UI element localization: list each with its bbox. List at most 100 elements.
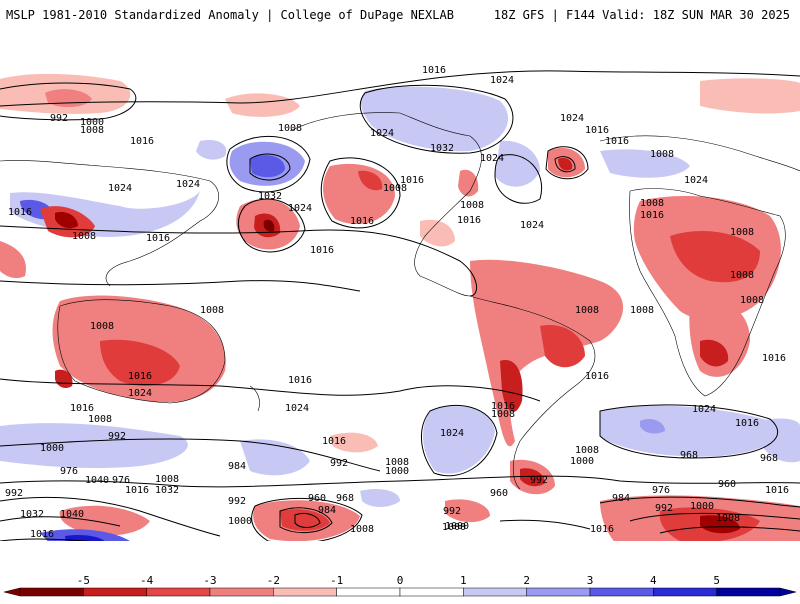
anomaly-shading [0, 73, 800, 541]
isobar-label: 1008 [88, 414, 112, 425]
isobar-label: 1024 [370, 128, 394, 139]
isobar-label: 1000 [40, 443, 64, 454]
anomaly-neg-region [700, 515, 740, 534]
isobar-label: 1008 [716, 513, 740, 524]
isobar-label: 960 [718, 479, 736, 490]
isobar-label: 1000 [445, 521, 469, 532]
isobar-label: 1008 [730, 270, 754, 281]
isobar-label: 1024 [128, 388, 152, 399]
colorbar-tick-label: -5 [76, 574, 90, 587]
isobar-label: 1008 [155, 474, 179, 485]
colorbar-tick-label: 3 [586, 574, 594, 587]
anomaly-pos-region [40, 529, 130, 541]
model-valid-time: 18Z GFS | F144 Valid: 18Z SUN MAR 30 202… [493, 8, 790, 22]
isobar-label: 1008 [460, 200, 484, 211]
anomaly-neg-region [100, 339, 180, 386]
isobar-label: 1016 [590, 524, 614, 535]
isobar-label: 976 [112, 475, 130, 486]
isobar-label: 1016 [491, 401, 515, 412]
colorbar-segment [463, 587, 527, 597]
anomaly-pos-region [760, 418, 800, 463]
colorbar-tick-label: -3 [203, 574, 217, 587]
anomaly-neg-region [420, 219, 455, 247]
colorbar-segment [19, 587, 84, 597]
anomaly-neg-region [670, 231, 760, 283]
colorbar-segment [716, 587, 781, 597]
isobar-label: 1000 [228, 516, 252, 527]
colorbar-segment [273, 587, 337, 597]
isobar-label: 1024 [440, 428, 464, 439]
isobar-label: 1000 [690, 501, 714, 512]
colorbar-tick-label: 1 [460, 574, 467, 587]
isobars [0, 70, 800, 541]
isobar-label: 1016 [585, 371, 609, 382]
isobar-label: 1024 [108, 183, 132, 194]
isobar-label: 968 [336, 493, 354, 504]
isobar-label: 1016 [735, 418, 759, 429]
isobar-label: 1016 [457, 215, 481, 226]
isobar-label: 992 [530, 475, 548, 486]
isobar-label: 1024 [684, 175, 708, 186]
isobar-label: 1008 [650, 149, 674, 160]
isobar-label: 1008 [575, 445, 599, 456]
map-svg: 1016 1024 992 1000 1008 1016 1008 1024 1… [0, 41, 800, 541]
colorbar-tick-label: 0 [396, 574, 404, 587]
isobar-label: 992 [5, 488, 23, 499]
anomaly-neg-region [358, 170, 383, 191]
isobar-label: 1016 [422, 65, 446, 76]
isobar-label: 1016 [765, 485, 789, 496]
isobar-label: 1032 [258, 191, 282, 202]
isobar-label: 1008 [90, 321, 114, 332]
anomaly-neg-region [500, 360, 523, 412]
isobar-label: 984 [318, 505, 336, 516]
isobar-label: 1016 [762, 353, 786, 364]
colorbar-tick-label: -1 [330, 574, 344, 587]
colorbar-tick-label: 2 [523, 574, 530, 587]
anomaly-pos-region [600, 405, 778, 457]
isobar-label: 1016 [310, 245, 334, 256]
isobar-label: 1016 [8, 207, 32, 218]
isobar-label: 992 [50, 113, 68, 124]
isobar-label: 992 [228, 496, 246, 507]
isobar-label: 1016 [605, 136, 629, 147]
anomaly-neg-region [225, 93, 300, 117]
anomaly-map: 1016 1024 992 1000 1008 1016 1008 1024 1… [0, 41, 800, 541]
isobar-label: 1032 [20, 509, 44, 520]
isobar-label: 968 [760, 453, 778, 464]
colorbar-tick-label: 5 [713, 574, 720, 587]
colorbar-right-arrow [779, 587, 797, 597]
isobar-label: 1008 [350, 524, 374, 535]
isobar-label: 1000 [80, 117, 104, 128]
isobar-label: 1016 [585, 125, 609, 136]
isobar-label: 1024 [490, 75, 514, 86]
isobar-label: 1008 [200, 305, 224, 316]
isobar-label: 984 [228, 461, 246, 472]
isobar-label: 1000 [442, 522, 466, 533]
isobar-label: 1008 [72, 231, 96, 242]
isobar-label: 1008 [491, 409, 515, 420]
colorbar-svg [3, 587, 797, 597]
isobar-label: 1032 [430, 143, 454, 154]
anomaly-pos-region [360, 86, 509, 152]
anomaly-pos-region [495, 140, 540, 187]
isobar-label: 1008 [740, 295, 764, 306]
isobar-label: 1008 [630, 305, 654, 316]
isobar-label: 984 [612, 493, 630, 504]
anomaly-pos-region [250, 155, 285, 178]
isobar-label: 1024 [560, 113, 584, 124]
isobar-label: 1008 [730, 227, 754, 238]
anomaly-pos-region [423, 406, 495, 474]
isobar-label: 1008 [383, 183, 407, 194]
isobar-label: 1032 [155, 485, 179, 496]
isobar-label: 1016 [400, 175, 424, 186]
anomaly-neg-region [55, 211, 78, 229]
colorbar-segment [336, 587, 401, 597]
isobar-label: 1016 [146, 233, 170, 244]
isobar-label: 1008 [278, 123, 302, 134]
anomaly-neg-region [700, 339, 729, 367]
isobar-label: 1016 [130, 136, 154, 147]
isobar-label: 1024 [480, 153, 504, 164]
anomaly-pos-region [65, 535, 105, 541]
isobar-label: 1008 [640, 198, 664, 209]
isobar-label: 992 [330, 458, 348, 469]
